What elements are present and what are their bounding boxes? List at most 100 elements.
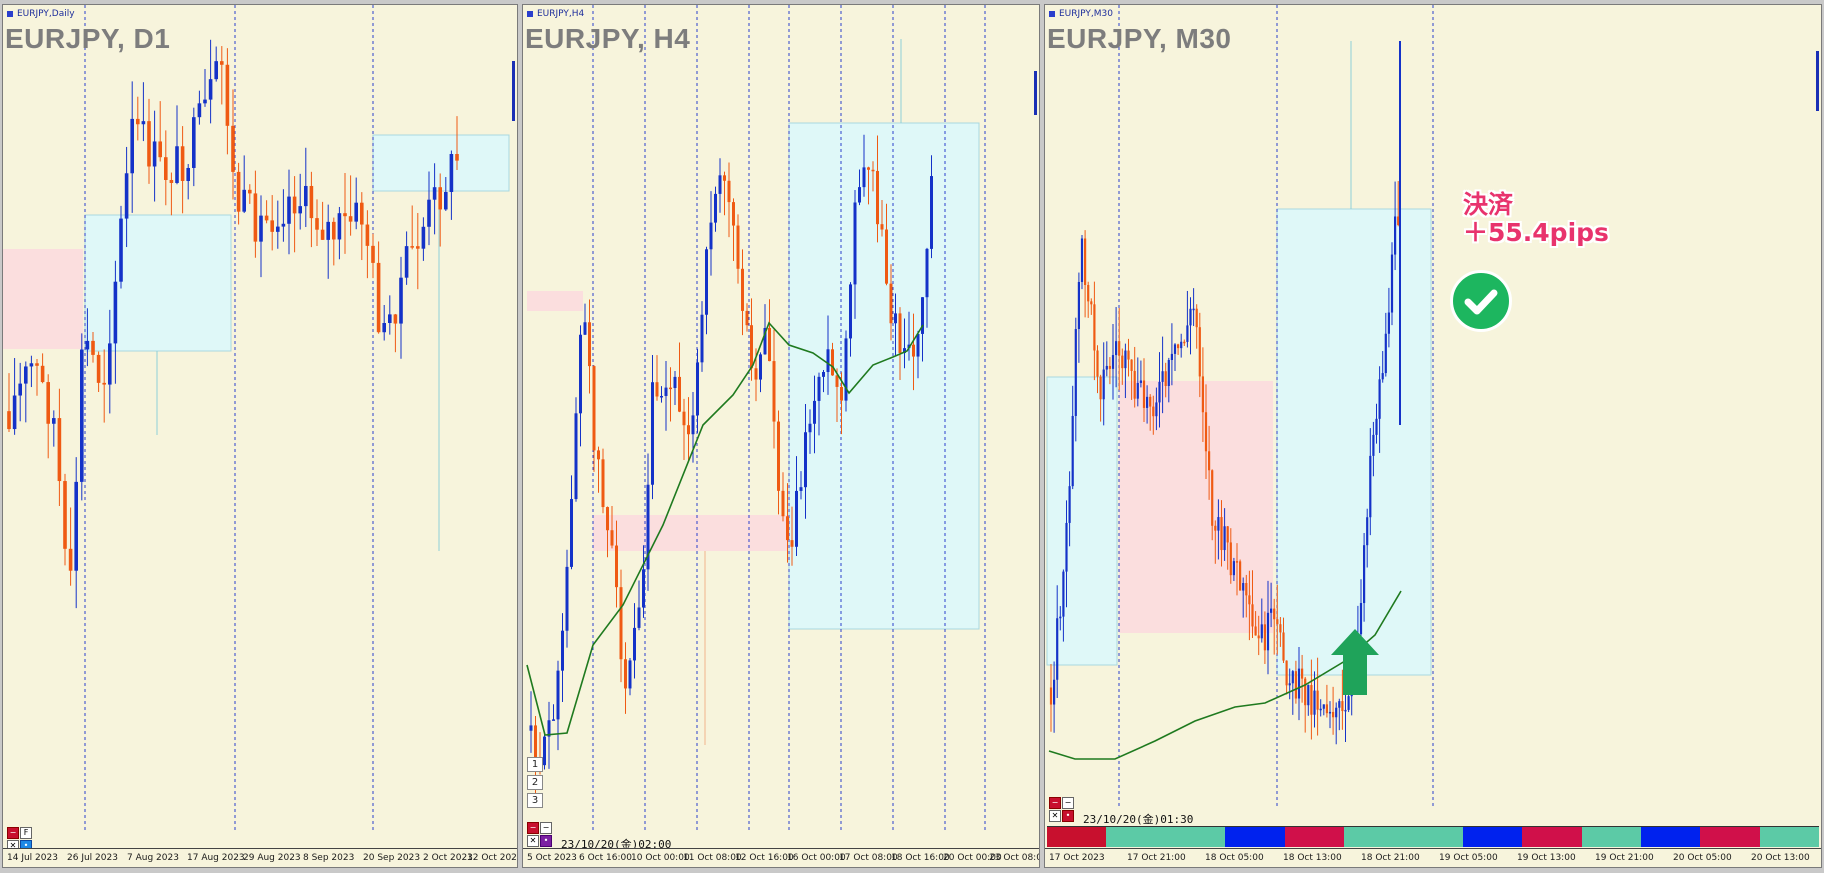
- bull-candle: [119, 218, 123, 282]
- indicator-strip: [1047, 826, 1820, 847]
- bear-candle: [880, 224, 884, 230]
- bull-candle: [862, 167, 866, 188]
- bull-candle: [192, 117, 196, 168]
- date-label: 29 Aug 2023: [243, 853, 301, 863]
- bull-candle: [281, 223, 286, 227]
- close-icon[interactable]: −: [527, 822, 539, 834]
- bear-candle: [1211, 470, 1214, 526]
- number-button-3[interactable]: 3: [527, 793, 543, 808]
- date-label: 19 Oct 05:00: [1439, 853, 1498, 863]
- color-swatch-icon[interactable]: •: [1062, 810, 1074, 822]
- bear-candle: [231, 125, 235, 172]
- bear-candle: [777, 421, 780, 491]
- bull-candle: [1111, 355, 1115, 369]
- indicator-segment: [1462, 827, 1523, 847]
- bull-candle: [660, 395, 663, 398]
- bear-candle: [46, 382, 50, 424]
- bear-candle: [102, 382, 106, 385]
- bull-candle: [1146, 396, 1149, 408]
- scroll-position-marker[interactable]: [1816, 51, 1819, 111]
- bull-candle: [186, 167, 190, 181]
- bull-candle: [651, 382, 654, 485]
- candlestick-chart-d1[interactable]: [3, 5, 518, 851]
- indicator-segment: [1581, 827, 1641, 847]
- cursor-timestamp: 23/10/20(金)02:00: [561, 838, 672, 851]
- chart-panel-h4[interactable]: EURJPY,H4 EURJPY, H4 1 2 3 − − ✕ • 23/10…: [522, 4, 1040, 868]
- bull-candle: [1139, 380, 1142, 383]
- bull-candle: [822, 372, 825, 377]
- indicator-segment: [1047, 827, 1107, 847]
- chart-title: EURJPY, M30: [1047, 23, 1232, 54]
- window-title: EURJPY,Daily: [17, 9, 75, 19]
- bull-candle: [214, 61, 218, 80]
- bull-candle: [113, 281, 118, 344]
- bear-candle: [768, 327, 771, 362]
- bear-candle: [669, 387, 672, 390]
- f-button[interactable]: F: [20, 827, 32, 839]
- minimize-icon[interactable]: −: [540, 822, 552, 834]
- bull-candle: [543, 736, 546, 766]
- indicator-segment: [1225, 827, 1285, 847]
- bear-candle: [1130, 359, 1133, 371]
- bull-candle: [763, 327, 767, 355]
- bull-candle: [664, 387, 668, 396]
- scroll-position-marker[interactable]: [512, 61, 515, 121]
- bull-candle: [696, 362, 699, 416]
- bear-candle: [1177, 344, 1180, 349]
- bear-candle: [1325, 704, 1328, 714]
- bear-candle: [1096, 350, 1099, 377]
- bull-candle: [628, 660, 632, 689]
- up-arrow-icon: [1331, 629, 1379, 695]
- bear-candle: [147, 121, 151, 167]
- bull-candle: [80, 349, 84, 482]
- bull-candle: [1102, 369, 1105, 400]
- collapse-icon[interactable]: ✕: [527, 835, 539, 847]
- color-swatch-icon[interactable]: •: [540, 835, 552, 847]
- bear-candle: [1099, 376, 1102, 400]
- bull-candle: [1124, 350, 1127, 369]
- bear-candle: [63, 481, 67, 549]
- bull-candle: [276, 226, 280, 232]
- bull-candle: [1319, 708, 1322, 711]
- number-button-2[interactable]: 2: [527, 775, 543, 790]
- scroll-position-marker[interactable]: [1034, 71, 1037, 115]
- bull-candle: [175, 146, 179, 183]
- bull-candle: [1059, 616, 1062, 619]
- bear-candle: [393, 314, 398, 324]
- date-label: 7 Aug 2023: [127, 853, 179, 863]
- close-icon[interactable]: −: [7, 827, 19, 839]
- close-icon[interactable]: −: [1049, 797, 1061, 809]
- date-axis: 17 Oct 2023 17 Oct 21:00 18 Oct 05:00 18…: [1045, 848, 1821, 867]
- candlestick-chart-h4[interactable]: [523, 5, 1040, 851]
- date-label: 17 Aug 2023: [187, 853, 245, 863]
- indicator-segment: [1759, 827, 1820, 847]
- bear-candle: [732, 202, 735, 226]
- bull-candle: [529, 725, 533, 731]
- bear-candle: [68, 548, 73, 571]
- bull-candle: [382, 323, 386, 333]
- bear-candle: [376, 262, 381, 333]
- chart-panel-m30[interactable]: EURJPY,M30 EURJPY, M30 決済 ＋55.4pips − − …: [1044, 4, 1822, 868]
- chart-panel-d1[interactable]: EURJPY,Daily EURJPY, D1 − F ✕ • 14 Jul 2…: [2, 4, 518, 868]
- bear-candle: [727, 180, 731, 203]
- minimize-icon[interactable]: −: [1062, 797, 1074, 809]
- bear-candle: [1285, 660, 1288, 686]
- check-circle-icon: [1450, 270, 1512, 332]
- bear-candle: [360, 202, 364, 225]
- bull-candle: [18, 383, 22, 396]
- date-label: 12 Oct 2023: [467, 853, 518, 863]
- bear-candle: [455, 153, 459, 161]
- bear-candle: [1084, 238, 1087, 285]
- collapse-icon[interactable]: ✕: [1049, 810, 1061, 822]
- date-label: 18 Oct 16:00: [891, 853, 950, 863]
- bull-candle: [804, 432, 807, 488]
- bear-candle: [1316, 690, 1319, 710]
- bull-candle: [1313, 690, 1316, 715]
- number-button-1[interactable]: 1: [527, 757, 543, 772]
- bull-candle: [12, 395, 17, 430]
- bull-candle: [1242, 583, 1245, 591]
- candlestick-chart-m30[interactable]: [1045, 5, 1822, 851]
- bull-candle: [1170, 353, 1173, 360]
- bull-candle: [1381, 373, 1384, 380]
- date-label: 6 Oct 16:00: [579, 853, 632, 863]
